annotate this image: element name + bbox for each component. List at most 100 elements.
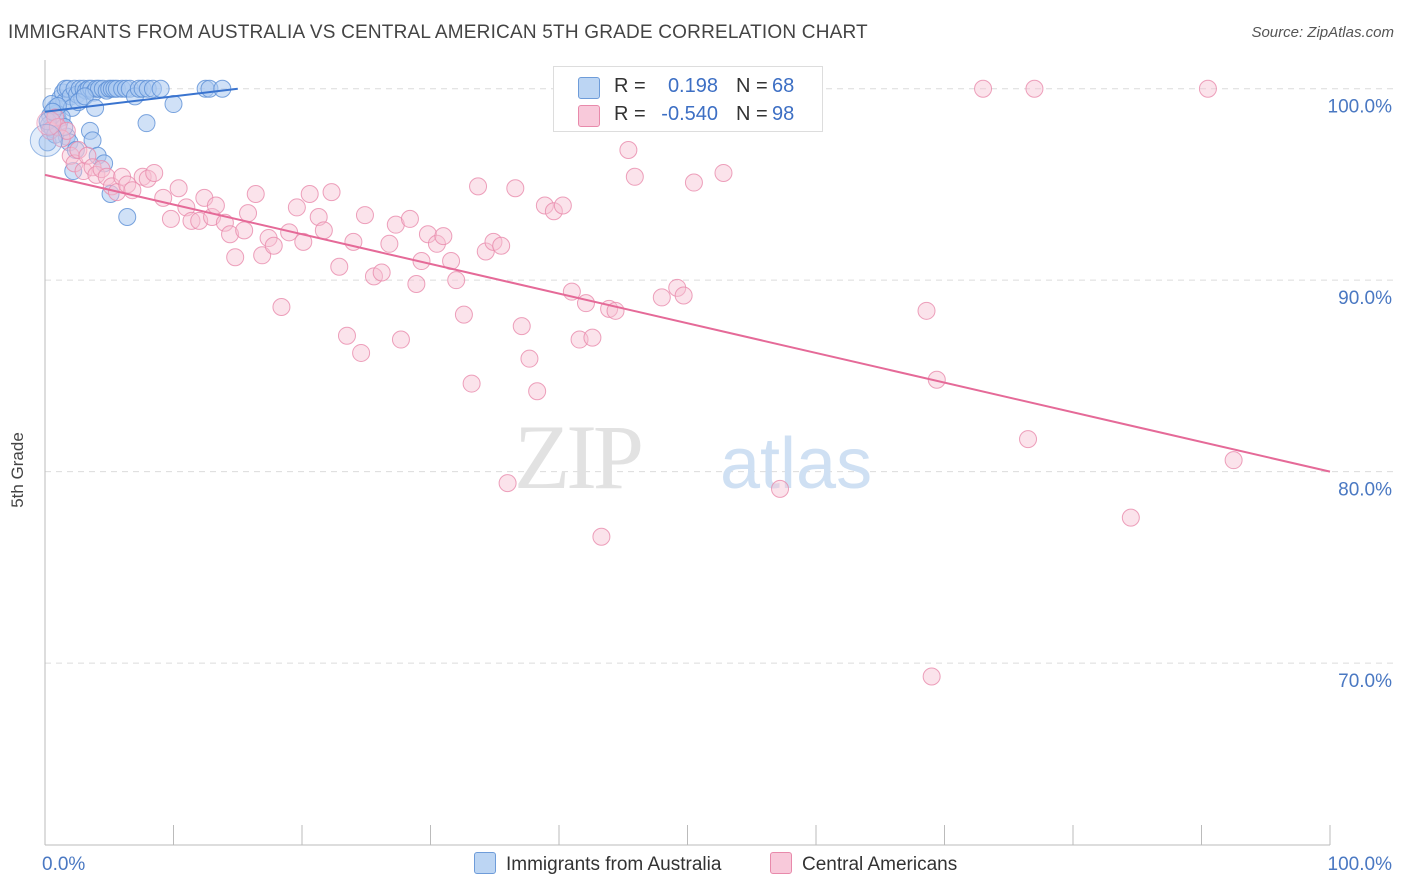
series-label: Immigrants from Australia [506,854,722,875]
point-central-american [668,278,687,297]
point-central-american [246,185,265,204]
point-central-american [287,198,306,217]
data-points [29,79,1243,686]
legend-row-central-americans: R = -0.540 N = 98 [554,100,822,130]
legend-r-value: 0.198 [667,75,718,97]
point-central-american [544,202,563,221]
legend-swatch-blue [578,77,600,99]
point-central-american [418,225,437,244]
point-australia [151,79,170,98]
axes [44,60,1331,846]
point-central-american [239,204,258,223]
point-central-american [309,208,328,226]
point-central-american [380,234,399,253]
point-central-american [391,330,410,349]
point-central-american [498,474,517,493]
point-australia [137,114,156,133]
point-central-american [454,305,473,324]
point-central-american [69,140,88,159]
legend-r-label: R = [614,103,646,125]
point-central-american [771,479,790,498]
point-australia [29,123,63,157]
tick-labels: 100.0% 90.0% 80.0% 70.0% 0.0% 100.0% [42,97,1392,875]
legend-r-value: -0.540 [661,103,718,125]
point-central-american [917,301,936,320]
point-central-american [714,163,733,182]
point-central-american [264,236,283,255]
legend-row-australia: R = 0.198 N = 68 [554,72,822,102]
point-central-american [1025,79,1044,98]
y-tick-label: 100.0% [1328,97,1393,118]
point-central-american [161,209,180,228]
point-australia [213,79,232,98]
point-central-american [272,297,291,316]
point-central-american [592,527,611,546]
point-central-american [235,221,254,240]
point-central-american [36,110,62,136]
point-central-american [330,257,349,276]
point-central-american [352,343,371,362]
watermark-atlas: atlas [720,424,872,504]
point-australia [64,162,83,181]
point-central-american [625,167,644,186]
point-central-american [434,227,453,246]
point-central-american [407,275,426,294]
point-central-american [528,382,547,401]
point-central-american [974,79,993,98]
point-central-american [1019,430,1038,449]
point-central-american [535,196,554,215]
legend-n-value: 68 [772,75,795,97]
x-tick-label: 100.0% [1328,854,1393,875]
point-central-american [619,140,638,159]
point-central-american [1198,79,1217,98]
x-tick-label: 0.0% [42,854,85,875]
source-label: Source: ZipAtlas.com [1251,24,1394,41]
legend-n-label: N = [736,103,768,125]
point-central-american [447,271,466,290]
point-central-american [576,294,595,313]
point-central-american [253,246,272,265]
point-central-american [182,211,201,230]
trend-line-central-american [44,173,1331,473]
legend-swatch-pink [578,105,600,127]
point-central-american [1121,508,1140,527]
point-central-american [206,196,225,215]
point-central-american [492,236,511,255]
point-central-american [78,146,97,165]
point-australia [86,98,105,117]
point-central-american [169,179,188,198]
legend-n-label: N = [736,75,768,97]
series-legend-central-americans: Central Americans [770,852,957,876]
point-central-american [674,286,693,305]
point-central-american [294,232,313,251]
chart-title: IMMIGRANTS FROM AUSTRALIA VS CENTRAL AME… [8,22,868,43]
y-tick-label: 80.0% [1338,480,1392,501]
legend-n-value: 98 [772,103,795,125]
series-label: Central Americans [802,854,958,875]
point-central-american [322,183,341,202]
y-tick-label: 70.0% [1338,671,1392,692]
legend-r-label: R = [614,75,646,97]
point-central-american [48,118,67,137]
point-central-american [337,326,356,345]
trend-line-australia [44,87,238,113]
point-central-american [652,288,671,307]
point-australia [75,87,94,106]
point-central-american [1224,451,1243,470]
point-central-american [462,374,481,393]
point-central-american [506,179,525,198]
point-central-american [469,177,488,196]
watermark-zip: ZIP [514,406,641,508]
point-central-american [300,185,319,204]
point-central-american [314,221,333,240]
stats-legend: R = 0.198 N = 68 R = -0.540 N = 98 [553,66,823,132]
point-central-american [553,196,572,215]
point-central-american [400,209,419,228]
point-central-american [922,667,941,686]
point-central-american [512,317,531,336]
point-central-american [372,263,391,282]
series-swatch-pink [770,852,792,874]
point-central-american [427,234,446,253]
point-central-american [355,206,374,225]
